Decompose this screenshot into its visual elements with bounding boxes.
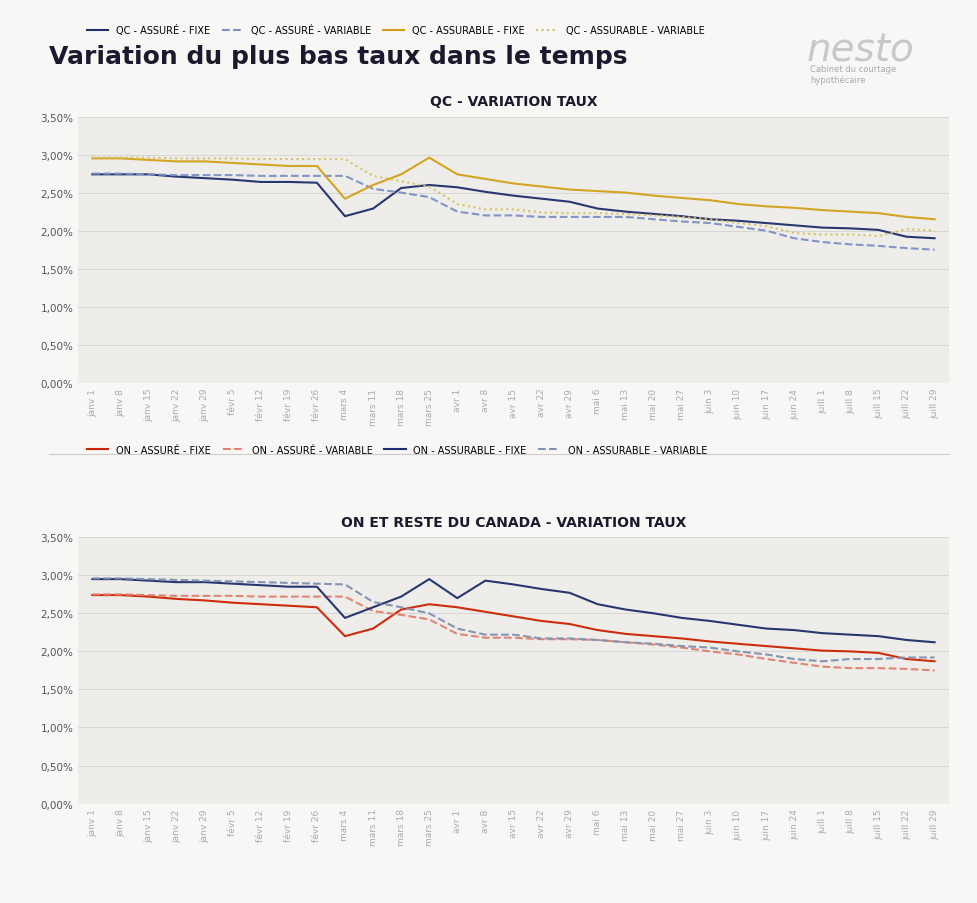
Title: ON ET RESTE DU CANADA - VARIATION TAUX: ON ET RESTE DU CANADA - VARIATION TAUX (340, 516, 686, 529)
Text: Variation du plus bas taux dans le temps: Variation du plus bas taux dans le temps (49, 45, 627, 70)
Legend: ON - ASSURÉ - FIXE, ON - ASSURÉ - VARIABLE, ON - ASSURABLE - FIXE, ON - ASSURABL: ON - ASSURÉ - FIXE, ON - ASSURÉ - VARIAB… (83, 442, 710, 460)
Legend: QC - ASSURÉ - FIXE, QC - ASSURÉ - VARIABLE, QC - ASSURABLE - FIXE, QC - ASSURABL: QC - ASSURÉ - FIXE, QC - ASSURÉ - VARIAB… (83, 21, 707, 40)
Title: QC - VARIATION TAUX: QC - VARIATION TAUX (429, 96, 597, 109)
Text: Cabinet du courtage
hypothécaire: Cabinet du courtage hypothécaire (809, 65, 895, 85)
Text: nesto: nesto (806, 32, 913, 70)
